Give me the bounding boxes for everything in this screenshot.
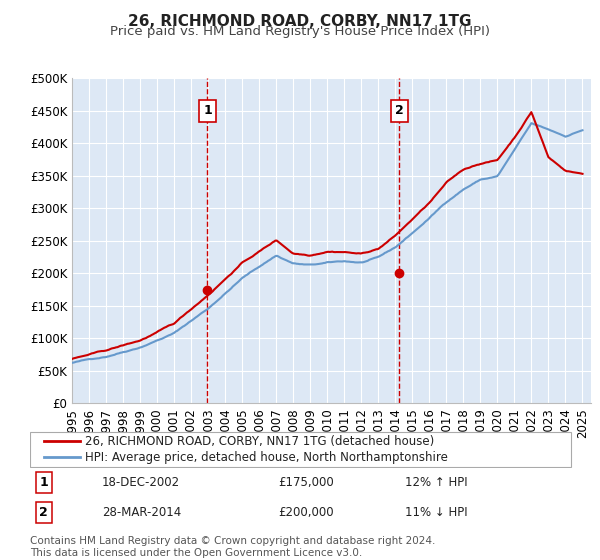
Text: £175,000: £175,000 [278,476,334,489]
Text: 1: 1 [203,104,212,118]
Text: 2: 2 [395,104,404,118]
Text: 28-MAR-2014: 28-MAR-2014 [102,506,181,519]
Text: 26, RICHMOND ROAD, CORBY, NN17 1TG: 26, RICHMOND ROAD, CORBY, NN17 1TG [128,14,472,29]
Text: 18-DEC-2002: 18-DEC-2002 [102,476,180,489]
Text: Price paid vs. HM Land Registry's House Price Index (HPI): Price paid vs. HM Land Registry's House … [110,25,490,38]
Text: HPI: Average price, detached house, North Northamptonshire: HPI: Average price, detached house, Nort… [85,451,448,464]
FancyBboxPatch shape [30,432,571,467]
Text: 2: 2 [40,506,48,519]
Text: Contains HM Land Registry data © Crown copyright and database right 2024.
This d: Contains HM Land Registry data © Crown c… [30,536,436,558]
Text: 11% ↓ HPI: 11% ↓ HPI [406,506,468,519]
Text: 1: 1 [40,476,48,489]
Text: 26, RICHMOND ROAD, CORBY, NN17 1TG (detached house): 26, RICHMOND ROAD, CORBY, NN17 1TG (deta… [85,435,434,448]
Text: £200,000: £200,000 [278,506,334,519]
Text: 12% ↑ HPI: 12% ↑ HPI [406,476,468,489]
